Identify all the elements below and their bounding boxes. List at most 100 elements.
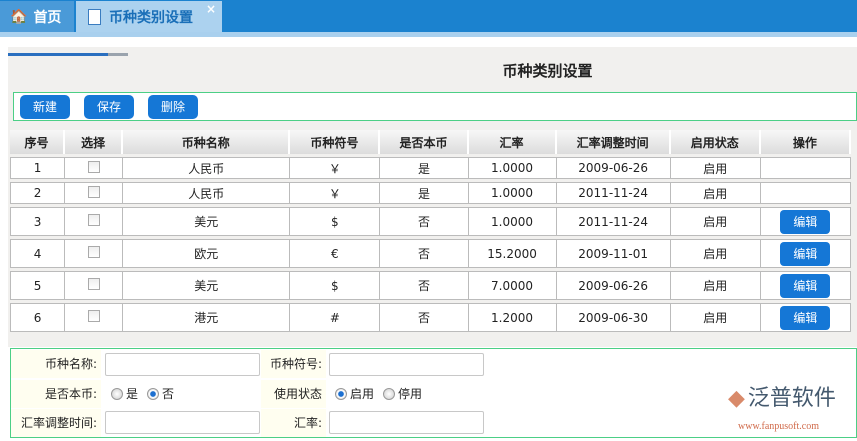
currency-symbol-cell: ￥	[290, 157, 381, 179]
rate-date-cell: 2009-06-26	[556, 271, 671, 300]
select-cell	[65, 182, 124, 204]
rate-date-cell: 2011-11-24	[556, 182, 671, 204]
is-base-cell: 否	[380, 239, 469, 268]
currency-symbol-cell: $	[290, 271, 381, 300]
progress-bar	[8, 53, 128, 56]
is-base-cell: 否	[380, 207, 469, 236]
action-cell	[760, 157, 851, 179]
edit-button[interactable]: 编辑	[780, 305, 831, 330]
edit-button[interactable]: 编辑	[780, 273, 831, 298]
row-checkbox[interactable]	[87, 310, 100, 322]
base-no-radio[interactable]	[147, 388, 160, 400]
currency-name-cell: 欧元	[123, 239, 291, 268]
is-base-cell: 是	[380, 157, 469, 179]
currency-symbol-input[interactable]	[329, 353, 484, 376]
row-number-cell: 5	[10, 271, 66, 300]
symbol-label: 币种符号:	[261, 350, 326, 378]
exchange-rate-cell: 1.0000	[468, 157, 557, 179]
table-row: 1 人民币 ￥ 是 1.0000 2009-06-26 启用	[10, 157, 851, 179]
row-number-cell: 4	[10, 239, 66, 268]
currency-symbol-cell: #	[290, 303, 381, 332]
logo-icon: ◆	[728, 386, 745, 411]
row-number-cell: 3	[10, 207, 66, 236]
edit-button[interactable]: 编辑	[780, 241, 831, 266]
column-header: 选择	[65, 130, 124, 154]
document-icon	[88, 8, 101, 25]
column-header: 币种符号	[290, 130, 381, 154]
page-title: 币种类别设置	[502, 62, 593, 80]
exchange-rate-cell: 1.2000	[468, 303, 557, 332]
tab-home[interactable]: 🏠 首页	[0, 1, 74, 32]
table-row: 2 人民币 ￥ 是 1.0000 2011-11-24 启用	[10, 182, 851, 204]
rate-date-cell: 2009-06-26	[556, 157, 671, 179]
action-cell: 编辑	[760, 239, 851, 268]
column-header: 币种名称	[123, 130, 291, 154]
row-number-cell: 1	[10, 157, 66, 179]
row-checkbox[interactable]	[87, 278, 100, 290]
column-header: 操作	[760, 130, 851, 154]
select-cell	[65, 207, 124, 236]
table-row: 5 美元 $ 否 7.0000 2009-06-26 启用 编辑	[10, 271, 851, 300]
status-cell: 启用	[670, 207, 761, 236]
table-row: 6 港元 # 否 1.2000 2009-06-30 启用 编辑	[10, 303, 851, 332]
rate-date-input[interactable]	[105, 411, 260, 434]
select-cell	[65, 239, 124, 268]
row-number-cell: 2	[10, 182, 66, 204]
status-radio-group: 启用 停用	[335, 380, 422, 408]
base-radio-group: 是 否	[111, 380, 174, 408]
currency-name-cell: 美元	[123, 271, 291, 300]
currency-name-input[interactable]	[105, 353, 260, 376]
action-cell	[760, 182, 851, 204]
status-off-radio[interactable]	[383, 388, 396, 400]
exchange-rate-cell: 1.0000	[468, 207, 557, 236]
base-label: 是否本币:	[11, 380, 101, 408]
status-cell: 启用	[670, 271, 761, 300]
currency-table: 序号 选择 币种名称 币种符号 是否本币 汇率 汇率调整时间 启用状态 操作 1 人民币 ￥ 是 1.0…	[10, 127, 851, 335]
row-checkbox[interactable]	[87, 246, 100, 258]
action-cell: 编辑	[760, 271, 851, 300]
currency-symbol-cell: ￥	[290, 182, 381, 204]
currency-name-cell: 港元	[123, 303, 291, 332]
row-checkbox[interactable]	[87, 214, 100, 226]
currency-symbol-cell: $	[290, 207, 381, 236]
edit-form: 币种名称: 币种符号: 是否本币: 是 否 使用状态 启用 停用 汇率调整时间:…	[10, 348, 857, 438]
currency-name-cell: 美元	[123, 207, 291, 236]
row-checkbox[interactable]	[87, 160, 100, 173]
logo: ◆ 泛普软件	[728, 386, 836, 411]
toolbar: 新建 保存 删除	[13, 92, 857, 121]
delete-button[interactable]: 删除	[148, 95, 198, 119]
status-label: 使用状态	[261, 380, 326, 408]
currency-name-cell: 人民币	[123, 182, 291, 204]
column-header: 启用状态	[670, 130, 761, 154]
select-cell	[65, 271, 124, 300]
edit-button[interactable]: 编辑	[780, 209, 831, 234]
save-button[interactable]: 保存	[84, 95, 134, 119]
column-header: 序号	[10, 130, 66, 154]
select-cell	[65, 303, 124, 332]
status-on-radio[interactable]	[335, 388, 347, 400]
new-button[interactable]: 新建	[20, 95, 70, 119]
rate-date-cell: 2009-06-30	[556, 303, 671, 332]
status-cell: 启用	[670, 182, 761, 204]
column-header: 汇率调整时间	[556, 130, 671, 154]
column-header: 汇率	[468, 130, 557, 154]
status-cell: 启用	[670, 157, 761, 179]
rate-label: 汇率:	[261, 409, 326, 437]
action-cell: 编辑	[760, 207, 851, 236]
exchange-rate-cell: 7.0000	[468, 271, 557, 300]
select-cell	[65, 157, 124, 179]
row-number-cell: 6	[10, 303, 66, 332]
name-label: 币种名称:	[11, 350, 101, 378]
tab-currency-settings[interactable]: 币种类别设置 ×	[76, 1, 222, 32]
currency-symbol-cell: €	[290, 239, 381, 268]
close-icon[interactable]: ×	[205, 2, 216, 16]
base-yes-radio[interactable]	[111, 388, 123, 400]
exchange-rate-cell: 15.2000	[468, 239, 557, 268]
is-base-cell: 否	[380, 271, 469, 300]
rate-date-cell: 2009-11-01	[556, 239, 671, 268]
status-cell: 启用	[670, 239, 761, 268]
row-checkbox[interactable]	[87, 185, 100, 198]
is-base-cell: 否	[380, 303, 469, 332]
tab-strip	[0, 32, 857, 37]
rate-input[interactable]	[329, 411, 484, 434]
